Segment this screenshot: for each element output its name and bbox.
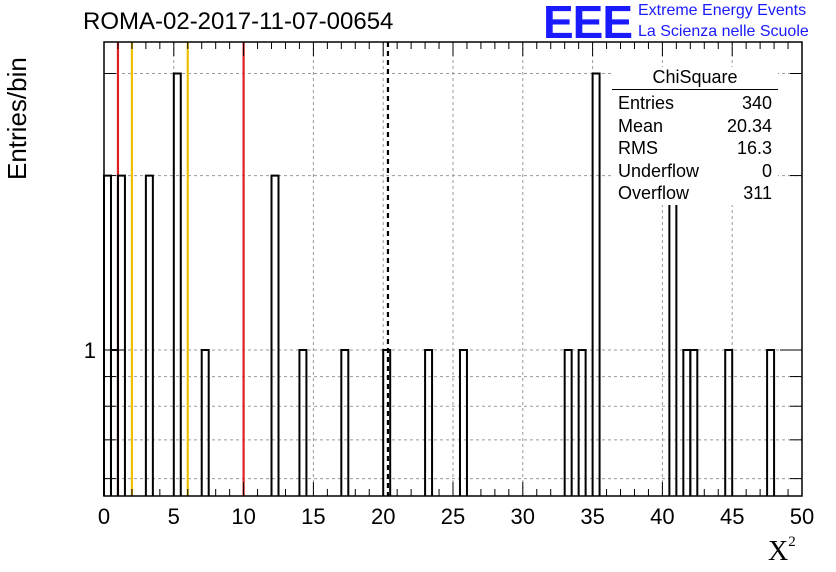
histogram-bin: [298, 349, 308, 496]
stats-value: 340: [741, 93, 772, 113]
x-tick-label: 5: [168, 504, 180, 529]
histogram-bin: [144, 174, 154, 496]
stats-value: 16.3: [736, 138, 772, 158]
histogram-bin: [172, 72, 182, 496]
eee-logo-mark: EEE: [543, 2, 633, 42]
run-title: ROMA-02-2017-11-07-00654: [83, 8, 394, 35]
x-tick-label: 10: [231, 504, 255, 529]
histogram-bin: [116, 174, 126, 496]
x-tick-label: 0: [98, 504, 110, 529]
x-tick-label: 45: [720, 504, 744, 529]
stats-title: ChiSquare: [612, 67, 778, 90]
x-tick-label: 30: [511, 504, 535, 529]
stats-box: ChiSquare Entries 340 Mean 20.34 RMS 16.3 U…: [612, 67, 778, 205]
stats-label: Mean: [618, 115, 664, 136]
histogram-bin: [689, 349, 699, 496]
x-axis-label-superscript: 2: [788, 533, 796, 550]
stats-value: 0: [761, 160, 772, 181]
x-tick-label: 40: [650, 504, 674, 529]
x-axis-label-base: X: [768, 536, 789, 567]
x-tick-label: 25: [441, 504, 465, 529]
histogram-bin: [563, 349, 573, 496]
stats-label: Underflow: [618, 160, 700, 181]
histogram-bin: [577, 349, 587, 496]
histogram-bin: [668, 174, 678, 496]
histogram-bin: [591, 72, 601, 496]
logo-text-line2: La Scienza nelle Scuole: [638, 23, 809, 40]
histogram-bin: [458, 349, 468, 496]
histogram-bin: [424, 349, 434, 496]
x-tick-label: 15: [301, 504, 325, 529]
histogram-bin: [382, 349, 392, 496]
y-axis-label: Entries/bin: [2, 57, 32, 180]
histogram-bin: [724, 349, 734, 496]
logo-text-line1: Extreme Energy Events: [638, 2, 807, 19]
stats-row-entries: Entries 340: [612, 92, 778, 115]
x-axis-label: X2: [768, 533, 796, 568]
stats-row-overflow: Overflow 311: [612, 182, 778, 205]
x-tick-label: 35: [580, 504, 604, 529]
stats-label: RMS: [618, 138, 658, 158]
histogram-bin: [103, 174, 112, 496]
histogram-bin: [682, 349, 692, 496]
eee-logo: EEE: [543, 2, 633, 42]
y-tick-label: 1: [84, 338, 96, 363]
histogram-bin: [340, 349, 350, 496]
stats-row-mean: Mean 20.34: [612, 115, 778, 138]
histogram-bin: [270, 174, 280, 496]
stats-row-underflow: Underflow 0: [612, 160, 778, 183]
x-tick-label: 20: [371, 504, 395, 529]
histogram-bin: [766, 349, 776, 496]
stats-label: Overflow: [618, 183, 690, 203]
stats-row-rms: RMS 16.3: [612, 137, 778, 160]
stats-value: 20.34: [726, 115, 772, 136]
stats-label: Entries: [618, 93, 675, 113]
stats-value: 311: [743, 183, 772, 203]
histogram-bin: [200, 349, 210, 496]
x-tick-label: 50: [790, 504, 814, 529]
